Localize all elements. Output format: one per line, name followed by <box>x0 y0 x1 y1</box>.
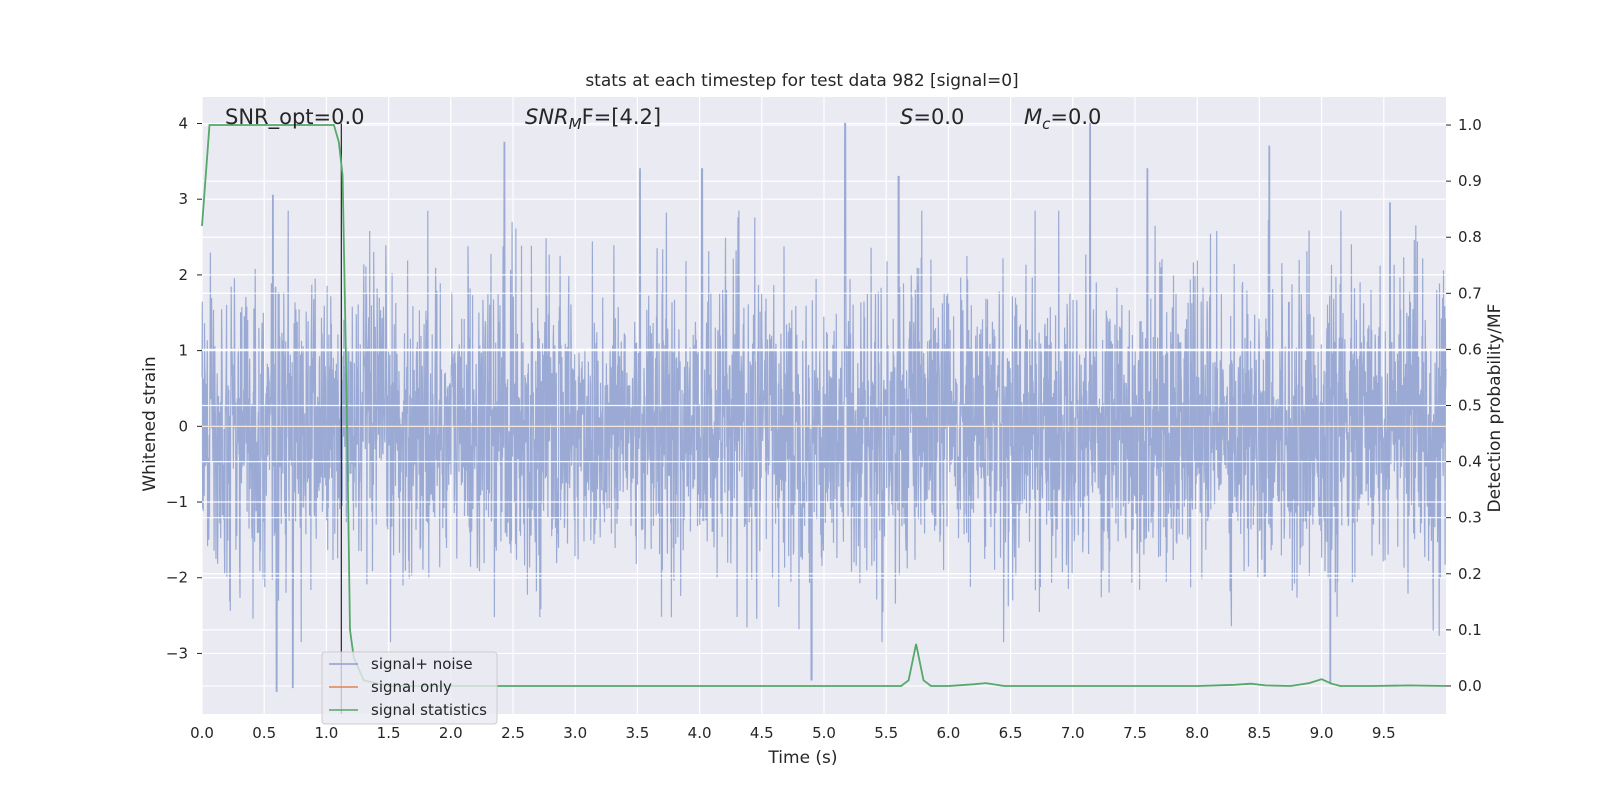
noise-trace <box>201 122 1447 692</box>
series-signal-noise-line <box>201 122 1447 692</box>
legend-label-signal-noise: signal+ noise <box>371 655 473 673</box>
y-tick-label: −3 <box>166 644 188 662</box>
mc-main: M <box>1024 105 1042 129</box>
x-tick-label: 7.5 <box>1123 724 1147 742</box>
y-tick-label: 4 <box>178 114 188 132</box>
x-tick-label: 9.5 <box>1372 724 1396 742</box>
y2-tick-label: 1.0 <box>1458 116 1482 134</box>
y-axis-label: Whitened strain <box>140 356 160 491</box>
x-tick-label: 6.5 <box>999 724 1023 742</box>
y-tick-label: 1 <box>178 342 188 360</box>
snr-mf-annotation: SNRMF=[4.2] <box>525 105 661 133</box>
x-tick-label: 6.0 <box>936 724 960 742</box>
mc-rest: =0.0 <box>1050 105 1101 129</box>
x-tick-label: 5.0 <box>812 724 836 742</box>
s-annotation: S=0.0 <box>900 105 964 129</box>
y-tick-label: 0 <box>178 417 188 435</box>
y-tick-label: −1 <box>166 493 188 511</box>
x-tick-label: 5.5 <box>874 724 898 742</box>
x-tick-label: 1.0 <box>314 724 338 742</box>
legend-label-signal-only: signal only <box>371 678 452 696</box>
y2-tick-label: 0.9 <box>1458 172 1482 190</box>
y-tick-labels: 4 3 2 1 0 −1 −2 −3 <box>166 114 202 662</box>
chart-title: stats at each timestep for test data 982… <box>585 71 1018 91</box>
y2-tick-label: 0.0 <box>1458 677 1482 695</box>
x-tick-label: 0.0 <box>190 724 214 742</box>
y2-tick-label: 0.2 <box>1458 565 1482 583</box>
y2-tick-label: 0.8 <box>1458 228 1482 246</box>
snr-mf-rest: F=[4.2] <box>582 105 661 129</box>
x-tick-label: 1.5 <box>377 724 401 742</box>
series-signal-statistics-line <box>201 124 1447 687</box>
s-rest: =0.0 <box>913 105 964 129</box>
x-tick-label: 2.0 <box>439 724 463 742</box>
y2-tick-label: 0.7 <box>1458 284 1482 302</box>
x-tick-label: 4.0 <box>688 724 712 742</box>
y2-tick-labels: 1.0 0.9 0.8 0.7 0.6 0.5 0.4 0.3 0.2 0.1 0.0 <box>1446 116 1482 695</box>
legend-box <box>321 651 498 725</box>
series-layer <box>201 123 1447 714</box>
x-axis-label: Time (s) <box>767 748 837 768</box>
x-tick-label: 4.5 <box>750 724 774 742</box>
x-tick-label: 2.5 <box>501 724 525 742</box>
x-tick-label: 3.0 <box>563 724 587 742</box>
y-tick-label: 3 <box>178 190 188 208</box>
y2-axis-label: Detection probability/MF <box>1485 304 1505 513</box>
x-tick-label: 8.5 <box>1247 724 1271 742</box>
y2-tick-label: 0.1 <box>1458 621 1482 639</box>
y2-tick-label: 0.5 <box>1458 397 1482 415</box>
y-tick-label: 2 <box>178 266 188 284</box>
x-tick-label: 8.0 <box>1185 724 1209 742</box>
y-tick-label: −2 <box>166 569 188 587</box>
x-tick-label: 0.5 <box>252 724 276 742</box>
x-tick-labels: 0.0 0.5 1.0 1.5 2.0 2.5 3.0 3.5 4.0 4.5 5.0 5.5 6.0 6… <box>190 724 1396 742</box>
snr-mf-main: SNR <box>525 105 569 129</box>
snr-opt-annotation: SNR_opt=0.0 <box>225 105 365 130</box>
y2-tick-label: 0.3 <box>1458 509 1482 527</box>
x-tick-label: 9.0 <box>1310 724 1334 742</box>
legend-label-signal-statistics: signal statistics <box>371 701 487 719</box>
legend: signal+ noise signal only signal statist… <box>321 651 498 725</box>
y2-tick-label: 0.4 <box>1458 453 1482 471</box>
x-tick-label: 7.0 <box>1061 724 1085 742</box>
snr-mf-subscript: M <box>569 115 582 133</box>
mc-annotation: Mc=0.0 <box>1024 105 1101 133</box>
y2-tick-label: 0.6 <box>1458 340 1482 358</box>
x-tick-label: 3.5 <box>625 724 649 742</box>
mc-subscript: c <box>1042 115 1051 133</box>
s-main: S <box>900 105 913 129</box>
